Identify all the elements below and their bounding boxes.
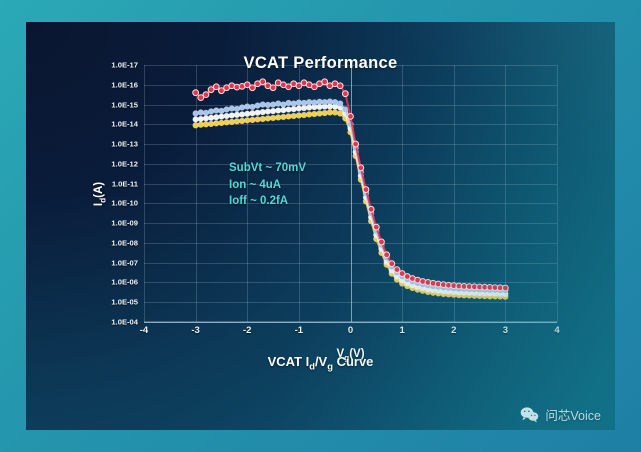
chart-title: VCAT Performance — [243, 54, 398, 72]
x-axis-line — [144, 321, 557, 322]
y-tick-label: 1.0E-13 — [111, 139, 138, 149]
series-marker — [254, 102, 261, 109]
x-tick-label: -1 — [294, 325, 304, 336]
gridline-vertical — [298, 65, 300, 322]
series-marker — [269, 84, 277, 92]
series-marker — [362, 186, 370, 193]
x-tick-label: -3 — [191, 325, 200, 336]
y-tick-label: 1.0E-05 — [111, 297, 138, 307]
y-axis-title: Id(A) — [92, 181, 108, 206]
series-marker — [398, 270, 406, 277]
x-tick-label: 2 — [451, 325, 457, 336]
annotation-line: SubVt ~ 70mV — [229, 162, 307, 174]
series-marker — [378, 238, 385, 246]
series-marker — [233, 105, 241, 113]
series-marker — [310, 83, 318, 91]
gridline-vertical — [505, 65, 507, 322]
series-marker — [388, 260, 396, 268]
chart-annotations: SubVt ~ 70mV Ion ~ 4uA Ioff ~ 0.2fA — [229, 160, 306, 210]
series-marker — [357, 164, 365, 172]
gridline-horizontal — [144, 322, 557, 323]
gridline-vertical — [144, 65, 145, 322]
gridline-vertical — [350, 65, 352, 322]
series-marker — [249, 84, 256, 92]
x-tick-label: -4 — [139, 325, 149, 336]
series-marker — [249, 103, 256, 111]
watermark-label: 问芯Voice — [545, 409, 601, 423]
series-marker — [393, 266, 401, 274]
series-marker — [192, 89, 200, 97]
series-marker — [352, 140, 360, 148]
y-tick-label: 1.0E-07 — [111, 258, 138, 268]
series-marker — [238, 104, 246, 111]
series-marker — [218, 87, 225, 95]
series-marker — [290, 100, 297, 107]
x-tick-label: 1 — [399, 325, 405, 336]
y-tick-label: 1.0E-10 — [111, 198, 138, 208]
series-marker — [259, 78, 267, 86]
y-tick-label: 1.0E-16 — [111, 80, 138, 90]
chart-series-svg — [192, 78, 509, 300]
gridline-vertical — [557, 65, 558, 322]
series-marker — [207, 86, 215, 94]
presentation-slide: VCAT Performance 1.0E-04 1.0E-05 1.0E-06 1.… — [26, 22, 615, 430]
series-marker — [311, 99, 318, 106]
y-tick-label: 1.0E-04 — [111, 317, 138, 327]
chart-canvas — [144, 65, 558, 323]
gridline-vertical — [247, 65, 249, 322]
series-marker — [207, 108, 215, 115]
series-marker — [197, 94, 205, 102]
series-marker — [501, 284, 509, 292]
x-tick-label: 0 — [347, 325, 354, 336]
y-tick-label: 1.0E-14 — [111, 119, 138, 129]
series-marker — [223, 106, 230, 113]
series-marker — [192, 110, 199, 117]
wechat-icon — [520, 406, 539, 423]
series-marker — [295, 82, 303, 90]
series-marker — [243, 81, 251, 89]
y-tick-label: 1.0E-17 — [111, 60, 138, 70]
x-axis-title: Vg(V) — [336, 348, 365, 363]
x-tick-label: -2 — [243, 325, 252, 336]
y-tick-label: 1.0E-11 — [111, 179, 138, 189]
annotation-line: Ion ~ 4uA — [229, 178, 282, 191]
y-tick-label: 1.0E-08 — [111, 238, 138, 248]
x-tick-label: 4 — [554, 325, 560, 336]
x-tick-label: 3 — [502, 325, 509, 336]
chart-caption: VCAT Id/Vg Curve — [267, 354, 374, 372]
series-marker — [372, 223, 380, 231]
series-marker — [212, 83, 220, 91]
series-marker — [300, 99, 308, 107]
gridline-vertical — [195, 65, 197, 322]
series-marker — [285, 83, 292, 91]
chart-plot-area: 1.0E-04 1.0E-05 1.0E-06 1.0E-07 1.0E-08 1.0E-… — [93, 61, 560, 363]
chart-series — [192, 78, 509, 292]
series-marker — [341, 90, 349, 98]
gridline-vertical — [402, 65, 404, 322]
series-marker — [336, 82, 344, 90]
watermark: 问芯Voice — [520, 405, 601, 424]
series-marker — [367, 205, 375, 213]
series-marker — [331, 109, 339, 116]
y-tick-label: 1.0E-12 — [111, 159, 138, 169]
gridline-vertical — [453, 65, 455, 322]
series-marker — [321, 78, 329, 86]
series-marker — [383, 251, 391, 259]
annotation-line: Ioff ~ 0.2fA — [229, 195, 289, 207]
series-marker — [202, 91, 210, 99]
series-marker — [342, 106, 349, 113]
series-marker — [269, 101, 277, 108]
series-marker — [336, 100, 344, 107]
y-tick-label: 1.0E-06 — [111, 277, 138, 287]
y-tick-label: 1.0E-15 — [111, 100, 138, 110]
y-tick-label: 1.0E-09 — [111, 218, 138, 228]
series-marker — [347, 113, 354, 120]
series-marker — [275, 100, 282, 107]
